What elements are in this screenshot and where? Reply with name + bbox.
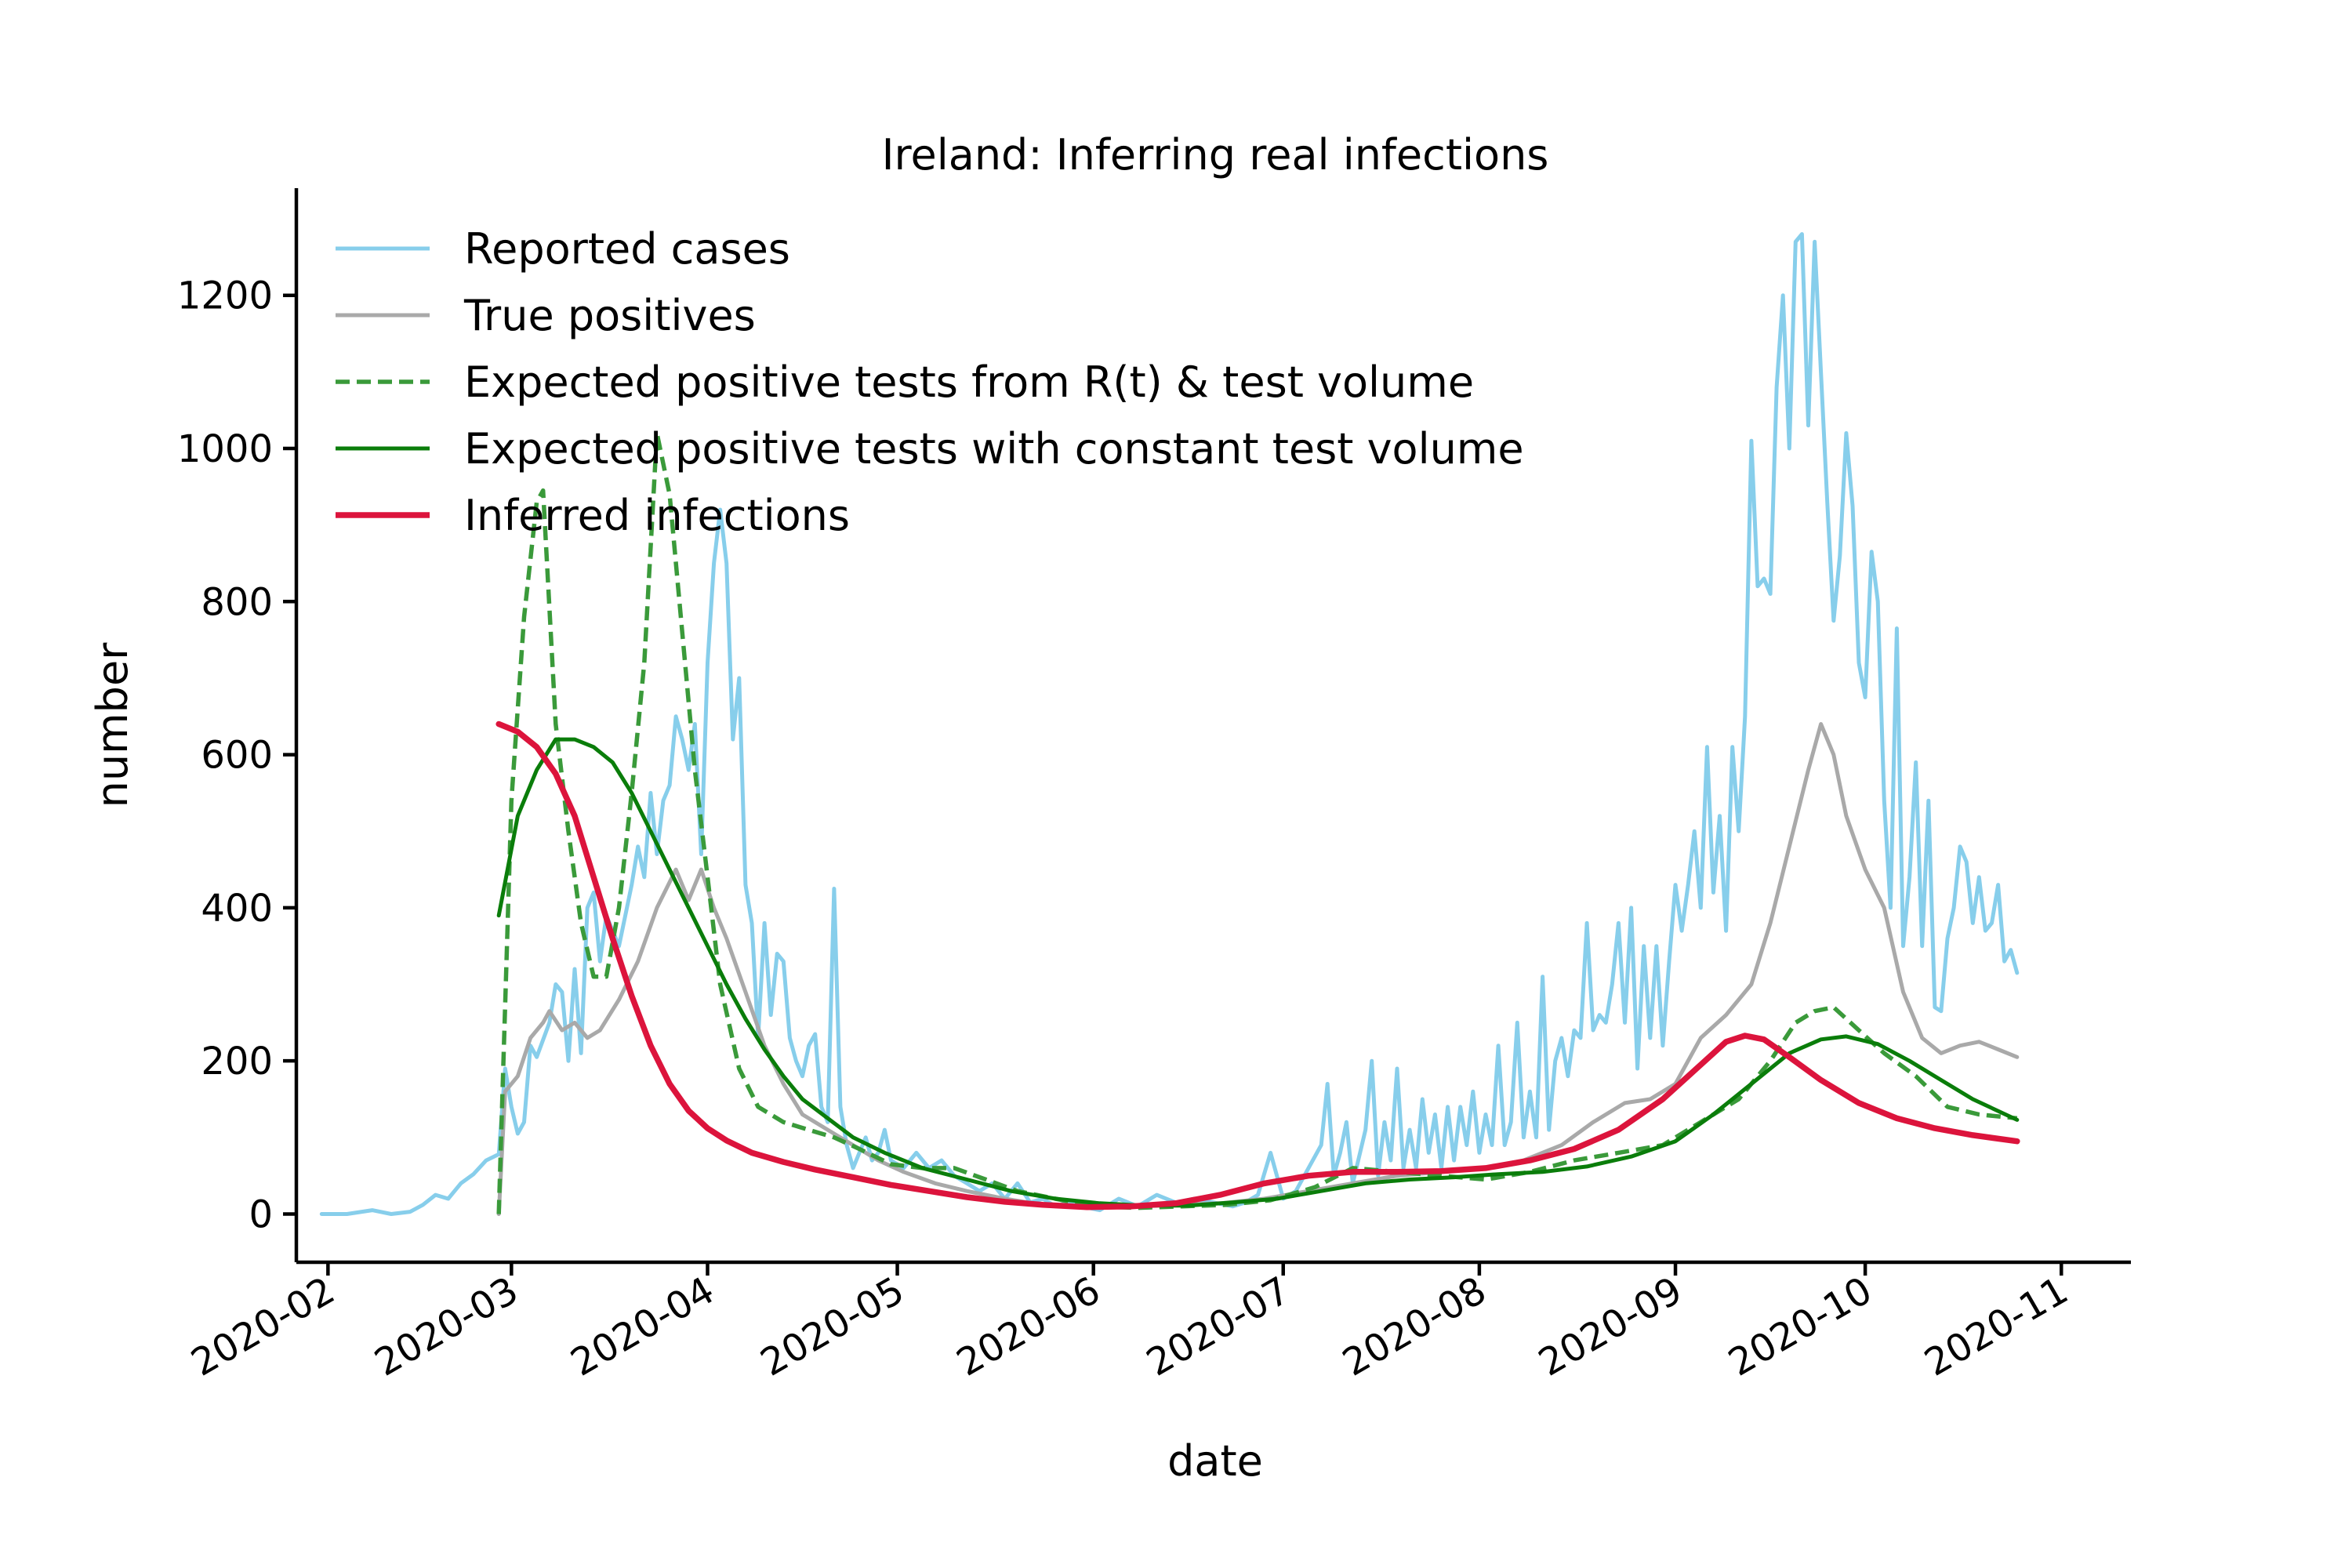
x-tick-label: 2020-06 bbox=[949, 1269, 1108, 1385]
x-tick-label: 2020-07 bbox=[1139, 1269, 1298, 1385]
y-tick-label: 0 bbox=[249, 1192, 273, 1236]
y-tick-label: 600 bbox=[201, 734, 273, 778]
x-tick-label: 2020-04 bbox=[564, 1269, 722, 1385]
legend-label-expected-positive-tests-with-constant-test-volume: Expected positive tests with constant te… bbox=[464, 424, 1524, 474]
x-axis-label: date bbox=[1167, 1436, 1263, 1486]
y-ticks: 0 200 400 600 800 1000 1200 bbox=[177, 274, 296, 1236]
y-tick-label: 200 bbox=[201, 1040, 273, 1083]
legend-label-inferred-infections: Inferred infections bbox=[464, 491, 850, 540]
x-tick-label: 2020-03 bbox=[368, 1269, 526, 1385]
y-tick-label: 400 bbox=[201, 887, 273, 931]
legend-label-true-positives: True positives bbox=[463, 291, 756, 340]
y-tick-label: 1200 bbox=[177, 274, 273, 318]
x-tick-label: 2020-09 bbox=[1531, 1269, 1690, 1385]
series-line-expected-positive-tests-from-r-t-test-volume bbox=[496, 430, 2018, 1214]
x-tick-label: 2020-11 bbox=[1918, 1269, 2076, 1385]
series-line-expected-positive-tests-with-constant-test-volume bbox=[496, 737, 2020, 1208]
x-tick-label: 2020-02 bbox=[184, 1269, 343, 1385]
y-tick-label: 800 bbox=[201, 580, 273, 624]
series-layer bbox=[319, 232, 2020, 1216]
series-line-inferred-infections bbox=[495, 720, 2020, 1210]
legend: Reported cases True positives Expected pos… bbox=[336, 224, 1524, 540]
legend-label-reported-cases: Reported cases bbox=[464, 224, 790, 274]
legend-label-expected-positive-tests-from-r-t-test-volume: Expected positive tests from R(t) & test… bbox=[464, 358, 1474, 407]
x-tick-label: 2020-08 bbox=[1335, 1269, 1494, 1385]
x-tick-label: 2020-10 bbox=[1721, 1269, 1879, 1385]
x-ticks: 2020-02 2020-03 2020-04 2020-05 2020-06 2020-… bbox=[184, 1262, 2076, 1385]
y-axis-label: number bbox=[88, 642, 137, 808]
x-tick-label: 2020-05 bbox=[753, 1269, 912, 1385]
chart-title: Ireland: Inferring real infections bbox=[882, 130, 1549, 180]
y-tick-label: 1000 bbox=[177, 427, 273, 471]
